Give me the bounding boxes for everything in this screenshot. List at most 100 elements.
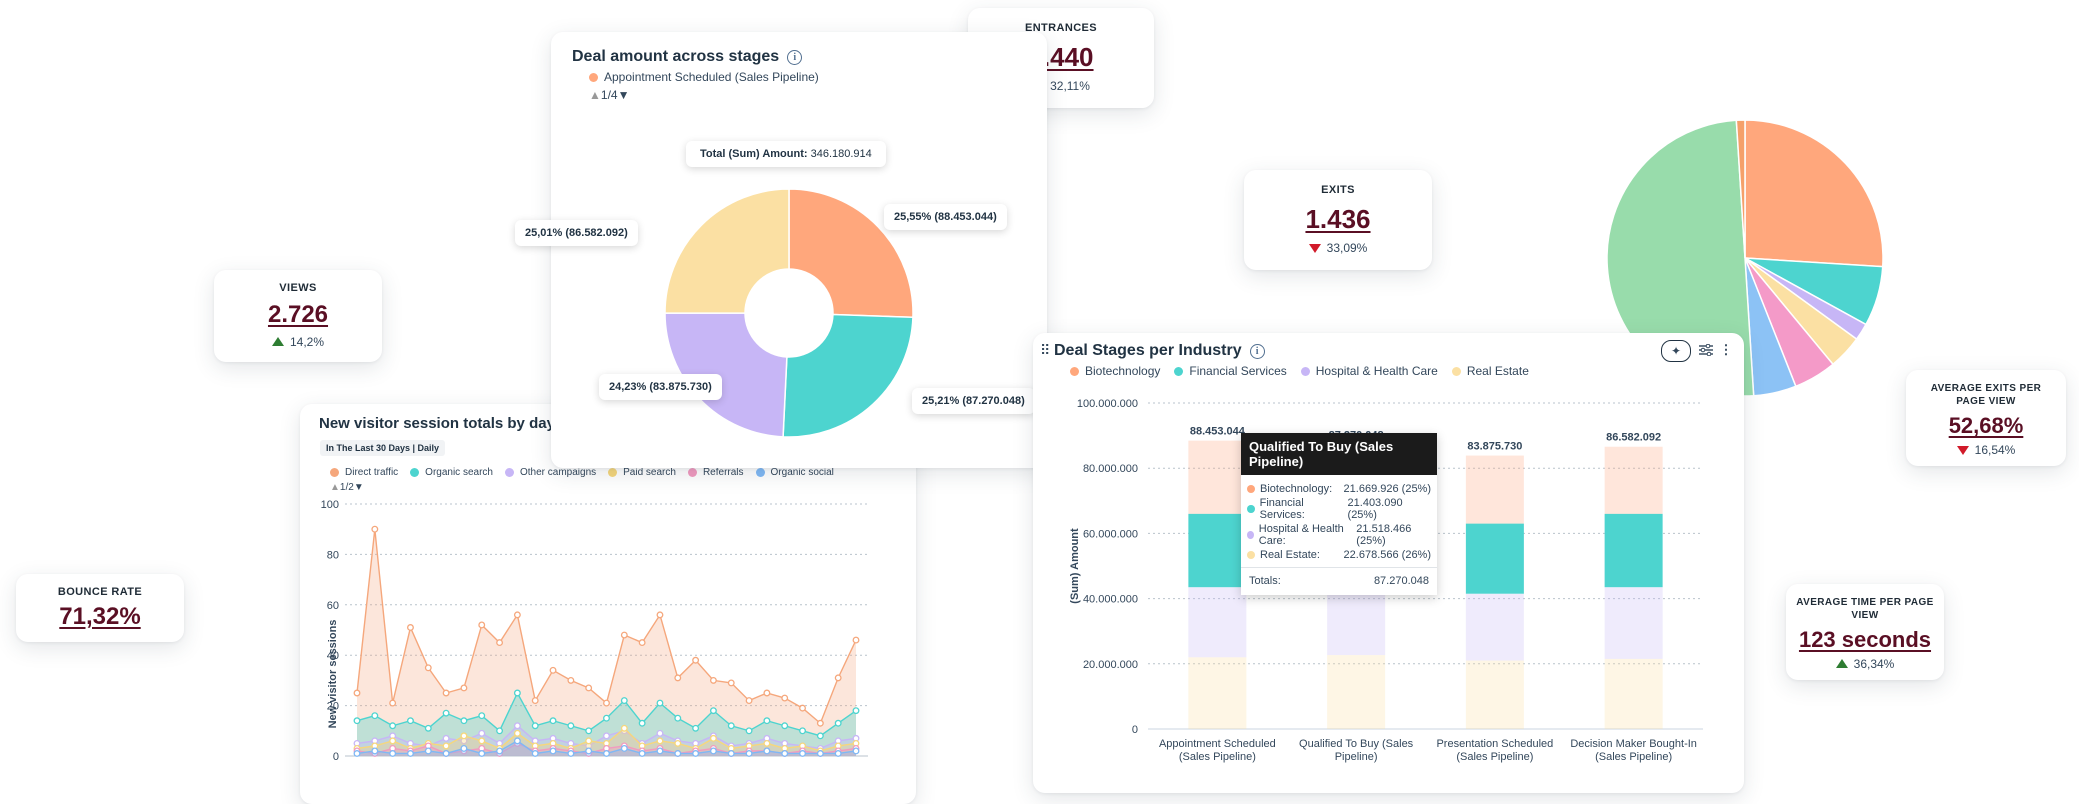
data-point[interactable] (442, 742, 450, 750)
data-point[interactable] (585, 727, 593, 735)
data-point[interactable] (674, 750, 682, 757)
data-point[interactable] (620, 697, 628, 705)
data-point[interactable] (781, 750, 789, 757)
avg-exits-value[interactable]: 52,68% (1948, 413, 2024, 438)
bar-segment-hospital-health-care[interactable] (1604, 587, 1663, 659)
info-icon[interactable]: i (1249, 344, 1265, 359)
data-point[interactable] (442, 734, 450, 742)
date-range-badge[interactable]: In The Last 30 Days | Daily (320, 440, 446, 456)
data-point[interactable] (638, 639, 646, 647)
data-point[interactable] (513, 689, 521, 697)
views-value[interactable]: 2.726 (267, 301, 329, 328)
exits-value[interactable]: 1.436 (1305, 204, 1371, 234)
deal-stages-legend-item[interactable]: Real Estate (1451, 364, 1529, 378)
drag-handle-icon[interactable]: ⠿ (1040, 342, 1050, 358)
bar-segment-hospital-health-care[interactable] (1465, 593, 1524, 661)
data-point[interactable] (692, 724, 700, 732)
data-point[interactable] (585, 737, 593, 745)
data-point[interactable] (496, 727, 504, 735)
visitor-sessions-legend-item[interactable]: Paid search (608, 467, 676, 478)
data-point[interactable] (496, 747, 504, 755)
data-point[interactable] (638, 719, 646, 727)
data-point[interactable] (709, 747, 717, 755)
ai-sparkle-icon[interactable]: ✦ (1661, 340, 1691, 362)
visitor-sessions-legend-item[interactable]: Organic search (410, 467, 493, 478)
bar-segment-financial-services[interactable] (1465, 523, 1524, 594)
data-point[interactable] (799, 704, 806, 712)
data-point[interactable] (460, 744, 468, 752)
donut-pager[interactable]: ▲1/4▼ (589, 88, 630, 102)
data-point[interactable] (692, 656, 700, 664)
data-point[interactable] (389, 750, 397, 757)
data-point[interactable] (585, 747, 593, 755)
data-point[interactable] (478, 750, 486, 757)
data-point[interactable] (620, 724, 628, 732)
data-point[interactable] (656, 699, 664, 707)
data-point[interactable] (567, 750, 575, 757)
donut-slice-hospital-health-care[interactable] (664, 312, 788, 438)
data-point[interactable] (852, 636, 860, 644)
pager-up-icon[interactable]: ▲ (589, 88, 601, 102)
data-point[interactable] (353, 750, 361, 757)
data-point[interactable] (816, 732, 824, 740)
data-point[interactable] (674, 739, 682, 747)
visitor-sessions-legend-item[interactable]: Organic social (755, 467, 834, 478)
more-options-icon[interactable]: ⋮ (1719, 342, 1733, 357)
data-point[interactable] (567, 722, 575, 730)
data-point[interactable] (478, 729, 486, 737)
data-point[interactable] (763, 747, 771, 755)
data-point[interactable] (478, 737, 486, 745)
data-point[interactable] (371, 712, 379, 720)
pie-slice-small[interactable] (1735, 119, 1746, 259)
data-point[interactable] (460, 717, 468, 725)
bar-segment-hospital-health-care[interactable] (1188, 587, 1247, 658)
data-point[interactable] (834, 750, 842, 757)
deal-stages-legend-item[interactable]: Financial Services (1174, 364, 1287, 378)
data-point[interactable] (407, 717, 414, 725)
data-point[interactable] (460, 684, 468, 692)
pager-down-icon[interactable]: ▼ (617, 88, 630, 102)
data-point[interactable] (531, 722, 539, 730)
data-point[interactable] (781, 722, 789, 730)
data-point[interactable] (603, 750, 610, 757)
bar-segment-real-estate[interactable] (1188, 657, 1247, 729)
data-point[interactable] (389, 737, 397, 745)
visitor-sessions-legend-item[interactable]: Direct traffic (330, 467, 398, 478)
data-point[interactable] (834, 674, 842, 682)
data-point[interactable] (424, 747, 432, 755)
data-point[interactable] (620, 744, 628, 752)
data-point[interactable] (745, 697, 753, 705)
legend-label[interactable]: Appointment Scheduled (Sales Pipeline) (604, 70, 819, 84)
data-point[interactable] (442, 689, 450, 697)
data-point[interactable] (531, 750, 539, 757)
data-point[interactable] (603, 732, 610, 740)
data-point[interactable] (727, 750, 735, 757)
data-point[interactable] (424, 724, 432, 732)
bar-segment-biotechnology[interactable] (1465, 455, 1524, 524)
visitor-sessions-legend-item[interactable]: Other campaigns (504, 467, 596, 478)
data-point[interactable] (531, 697, 539, 705)
bar-segment-biotechnology[interactable] (1604, 446, 1663, 514)
data-point[interactable] (852, 707, 860, 715)
data-point[interactable] (389, 699, 397, 707)
data-point[interactable] (763, 739, 771, 747)
data-point[interactable] (442, 750, 450, 757)
bar-segment-real-estate[interactable] (1327, 655, 1386, 729)
data-point[interactable] (620, 631, 628, 639)
data-point[interactable] (638, 750, 646, 757)
data-point[interactable] (781, 694, 789, 702)
data-point[interactable] (513, 737, 521, 745)
data-point[interactable] (656, 747, 664, 755)
data-point[interactable] (442, 709, 450, 717)
data-point[interactable] (799, 750, 806, 757)
bar-segment-biotechnology[interactable] (1188, 440, 1247, 514)
data-point[interactable] (603, 714, 610, 722)
data-point[interactable] (513, 729, 521, 737)
data-point[interactable] (656, 729, 664, 737)
bar-segment-financial-services[interactable] (1604, 513, 1663, 588)
data-point[interactable] (709, 676, 717, 684)
data-point[interactable] (852, 747, 860, 755)
data-point[interactable] (585, 684, 593, 692)
data-point[interactable] (549, 717, 557, 725)
legend-pager[interactable]: ▲1/2▼ (330, 482, 364, 493)
